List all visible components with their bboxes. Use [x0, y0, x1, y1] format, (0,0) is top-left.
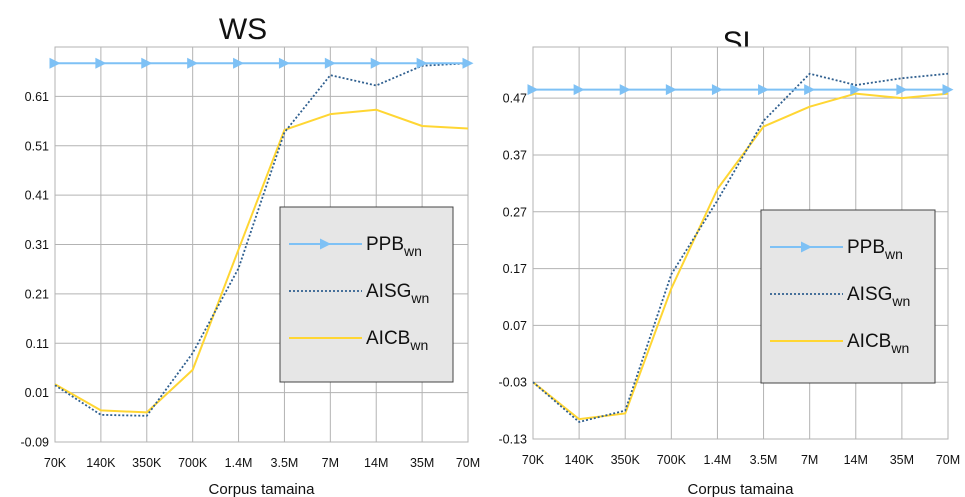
data-point-ppb: [711, 84, 723, 96]
legend-label-main: AICB: [366, 328, 410, 349]
data-point-ppb: [896, 84, 908, 96]
legend-label: AISGwn: [847, 284, 910, 309]
data-point-ppb: [665, 84, 677, 96]
y-tick-label: 0.11: [26, 337, 49, 351]
y-tick-label: 0.21: [25, 287, 49, 301]
data-point-ppb: [804, 84, 816, 96]
y-tick-label: 0.61: [25, 90, 49, 104]
data-point-ppb: [758, 84, 770, 96]
series-line-aicb: [54, 108, 469, 414]
data-point-ppb: [462, 57, 474, 69]
chart-title: WS: [219, 13, 267, 46]
x-tick-label: 7M: [322, 456, 339, 470]
data-point-ppb: [233, 57, 245, 69]
legend-label-main: AISG: [847, 284, 892, 305]
legend-label-subscript: wn: [409, 337, 428, 353]
y-tick-label: -0.09: [21, 436, 50, 450]
x-tick-label: 70K: [44, 456, 67, 470]
legend-label-main: PPB: [847, 237, 885, 258]
legend-label-main: PPB: [366, 234, 404, 255]
legend-label: PPBwn: [847, 237, 903, 262]
legend-label: AICBwn: [847, 331, 909, 356]
legend-label: PPBwn: [366, 234, 422, 259]
y-tick-label: 0.51: [25, 139, 49, 153]
y-tick-label: 0.41: [25, 189, 49, 203]
data-point-ppb: [573, 84, 585, 96]
x-tick-label: 3.5M: [271, 456, 299, 470]
legend-marker-ppb: [320, 238, 331, 250]
legend-label: AICBwn: [366, 328, 428, 353]
legend-label-subscript: wn: [884, 246, 903, 262]
series-line-aisg: [54, 62, 469, 417]
legend-label-subscript: wn: [403, 243, 422, 259]
y-tick-label: 0.37: [503, 148, 527, 162]
x-axis-label: Corpus tamaina: [209, 481, 316, 497]
y-tick-label: -0.03: [499, 376, 528, 390]
x-tick-label: 14M: [844, 453, 868, 467]
data-point-ppb: [527, 84, 539, 96]
data-point-ppb: [850, 84, 862, 96]
x-tick-label: 350K: [132, 456, 162, 470]
legend-label-subscript: wn: [890, 340, 909, 356]
x-tick-label: 35M: [410, 456, 434, 470]
x-tick-label: 35M: [890, 453, 914, 467]
ws-chart-panel: WS -0.09 0.01 0.11 0.21 0.31 0.41 0.51 0.61 70K 14…: [21, 13, 481, 497]
y-tick-label: -0.13: [499, 433, 528, 447]
legend-label-main: AICB: [847, 331, 891, 352]
legend-label-subscript: wn: [410, 290, 429, 306]
x-tick-label: 350K: [611, 453, 641, 467]
y-tick-label: 0.47: [503, 92, 527, 106]
data-point-ppb: [278, 57, 290, 69]
data-point-ppb: [187, 57, 199, 69]
x-tick-label: 140K: [565, 453, 595, 467]
x-tick-label: 1.4M: [704, 453, 732, 467]
x-axis-label: Corpus tamaina: [688, 481, 795, 497]
x-tick-label: 700K: [178, 456, 208, 470]
data-point-ppb: [141, 57, 153, 69]
data-point-ppb: [619, 84, 631, 96]
x-tick-label: 70K: [522, 453, 545, 467]
data-point-ppb: [49, 57, 61, 69]
x-tick-label: 700K: [657, 453, 687, 467]
data-point-ppb: [416, 57, 428, 69]
data-point-ppb: [370, 57, 382, 69]
legend-label: AISGwn: [366, 281, 429, 306]
data-point-ppb: [324, 57, 336, 69]
x-tick-label: 140K: [86, 456, 116, 470]
x-tick-label: 70M: [456, 456, 480, 470]
legend-box: [279, 206, 454, 383]
x-tick-label: 14M: [364, 456, 388, 470]
data-point-ppb: [942, 84, 954, 96]
y-tick-label: 0.27: [503, 205, 527, 219]
x-tick-label: 7M: [801, 453, 818, 467]
legend-box: [760, 209, 936, 384]
y-tick-label: 0.01: [25, 386, 49, 400]
y-tick-label: 0.17: [503, 262, 527, 276]
legend-label-subscript: wn: [891, 293, 910, 309]
legend-marker-ppb: [801, 241, 812, 253]
y-tick-label: 0.07: [503, 319, 527, 333]
x-tick-label: 1.4M: [225, 456, 253, 470]
series-line-aisg: [532, 72, 949, 423]
legend-label-main: AISG: [366, 281, 411, 302]
data-point-ppb: [95, 57, 107, 69]
y-tick-label: 0.31: [25, 238, 49, 252]
x-tick-label: 70M: [936, 453, 960, 467]
x-tick-label: 3.5M: [750, 453, 778, 467]
